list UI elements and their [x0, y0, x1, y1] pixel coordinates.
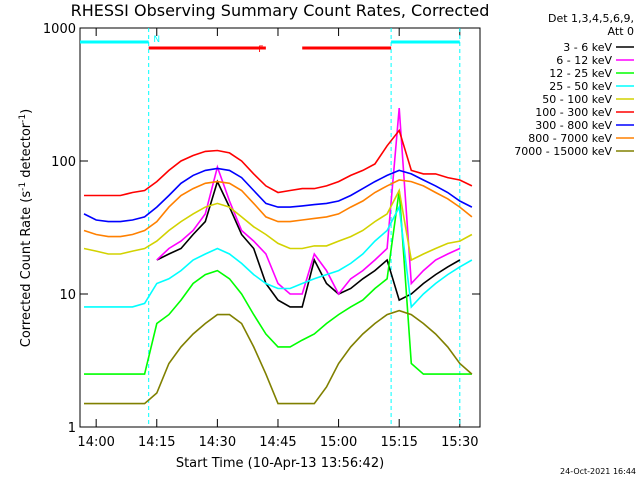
plot-frame	[79, 27, 481, 428]
x-tick-label: 14:30	[199, 435, 236, 450]
y-axis-label: Corrected Count Rate (s-1 detector-1)	[18, 109, 34, 347]
series-line	[84, 204, 473, 309]
series-line	[156, 108, 461, 296]
y-tick-label: 1	[68, 421, 76, 436]
legend-label: 50 - 100 keV	[542, 93, 612, 106]
x-axis-label: Start Time (10-Apr-13 13:56:42)	[176, 456, 384, 471]
y-label-part: detector	[19, 122, 34, 182]
legend-label: 800 - 7000 keV	[528, 132, 612, 145]
x-tick-label: 15:15	[380, 435, 417, 450]
y-tick-label: 100	[51, 155, 76, 170]
legend-title: Att 0	[608, 25, 634, 38]
legend-label: 6 - 12 keV	[556, 54, 612, 67]
series-line	[83, 167, 473, 223]
x-tick-label: 14:45	[259, 435, 296, 450]
x-tick-label: 15:00	[320, 435, 357, 450]
x-tick-label: 14:00	[77, 435, 114, 450]
series-line	[83, 188, 473, 262]
legend-title: Det 1,3,4,5,6,9,	[548, 12, 634, 25]
series-line	[83, 179, 473, 238]
footer-date: 24-Oct-2021 16:44	[560, 467, 636, 476]
series-line	[84, 309, 473, 405]
flag-label: F	[258, 45, 263, 55]
y-label-part: )	[19, 109, 34, 114]
chart-title: RHESSI Observing Summary Count Rates, Co…	[71, 1, 490, 20]
legend-label: 100 - 300 keV	[535, 106, 612, 119]
x-tick-label: 14:15	[138, 435, 175, 450]
legend-label: 25 - 50 keV	[549, 80, 612, 93]
legend-label: 12 - 25 keV	[549, 67, 612, 80]
legend-label: 300 - 800 keV	[535, 119, 612, 132]
legend-label: 3 - 6 keV	[563, 41, 612, 54]
y-tick-label: 1000	[43, 22, 76, 37]
y-label-sup: -1	[18, 182, 28, 191]
series-line	[84, 190, 472, 375]
series-line	[156, 179, 461, 308]
x-tick-label: 15:30	[441, 435, 478, 450]
flag-label: N	[153, 35, 160, 45]
y-tick-label: 10	[59, 288, 76, 303]
y-label-sup: -1	[18, 114, 28, 123]
series-line	[84, 128, 473, 197]
legend-label: 7000 - 15000 keV	[514, 145, 612, 158]
y-label-part: Corrected Count Rate (s	[19, 191, 34, 348]
